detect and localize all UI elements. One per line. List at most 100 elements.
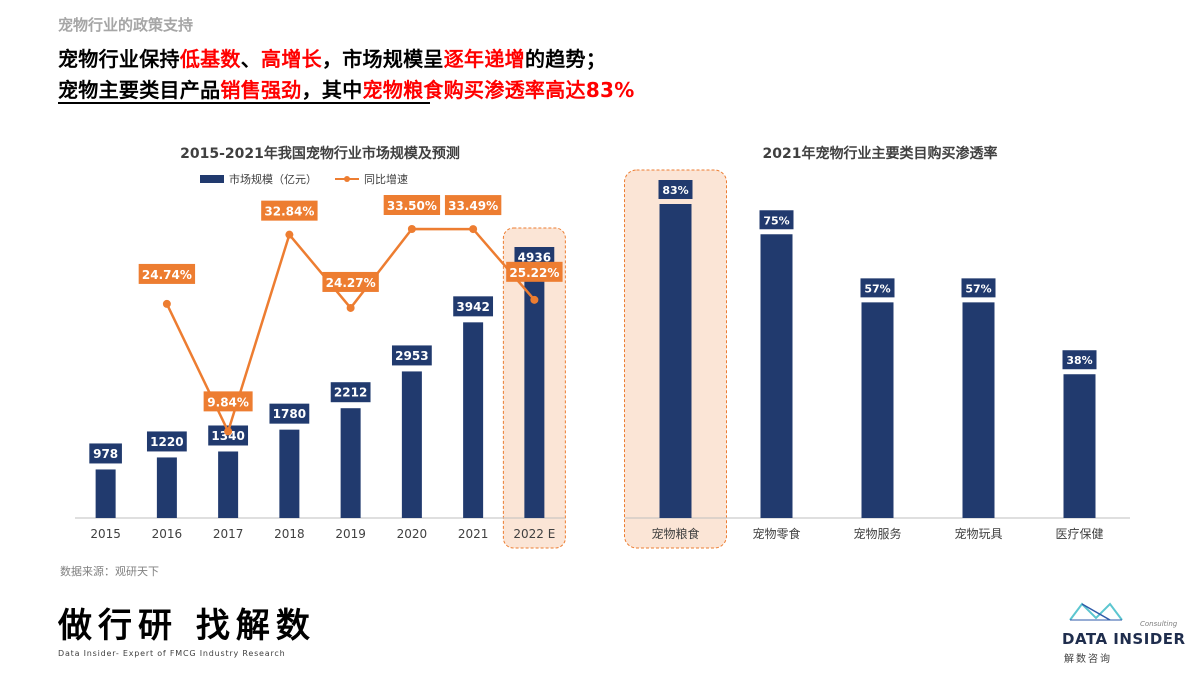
legend-line-label: 同比增速 [364, 173, 408, 186]
line-label-box [506, 261, 563, 282]
x-tick-label: 2018 [274, 527, 305, 541]
growth-point [224, 427, 233, 436]
bar [1063, 374, 1096, 518]
bar-value-label: 1340 [211, 429, 244, 443]
section-kicker: 宠物行业的政策支持 [58, 16, 194, 34]
bar-label-box [453, 296, 494, 317]
x-tick-label: 2017 [213, 527, 244, 541]
bar-label-box [146, 431, 187, 452]
x-tick-label: 宠物零食 [752, 526, 800, 541]
line-label-box [322, 271, 379, 292]
legend-bar-swatch [200, 175, 224, 183]
bar-value-label: 83% [662, 184, 688, 197]
logo-wordmark: DATA INSIDER [1062, 630, 1186, 648]
legend-bar-label: 市场规模（亿元） [229, 173, 317, 186]
bar [861, 302, 894, 518]
growth-point [530, 295, 539, 304]
logo-consulting-label: Consulting [1140, 620, 1178, 628]
bar-value-label: 75% [763, 214, 789, 227]
bar [279, 429, 300, 518]
bar [156, 457, 177, 518]
bar-label-box [208, 425, 249, 446]
bar [760, 234, 793, 518]
x-tick-label: 2021 [458, 527, 489, 541]
x-tick-label: 宠物粮食 [651, 526, 699, 541]
bar [401, 371, 422, 518]
bar-label-box [658, 180, 693, 199]
bar [218, 451, 239, 518]
line-value-label: 24.74% [142, 268, 192, 282]
headline-2-run: 宠物粮食购买渗透率高达83% [362, 78, 635, 102]
bar-value-label: 2212 [334, 386, 367, 400]
x-tick-label: 2022 E [513, 527, 555, 541]
bar-value-label: 38% [1066, 354, 1092, 367]
x-tick-label: 2015 [90, 527, 121, 541]
bar [340, 408, 361, 518]
bar-label-box [860, 278, 895, 298]
line-label-box [383, 195, 441, 215]
headline-line-1: 宠物行业保持低基数、高增长，市场规模呈逐年递增的趋势； [58, 43, 606, 72]
headline-2-run: 宠物主要类目产品 [58, 78, 221, 102]
bar [463, 322, 484, 518]
bar-value-label: 1780 [273, 407, 306, 421]
brand-slogan: 做行研 找解数 [58, 606, 316, 646]
left-chart-legend: 市场规模（亿元） 同比增速 [200, 171, 408, 187]
bar-label-box [759, 210, 794, 230]
bar [962, 302, 995, 518]
growth-point [469, 225, 478, 234]
right-chart: 83% 宠物粮食 75% 宠物零食 57% 宠物服务 57% 宠物玩具 38% 医疗保健 [624, 169, 1130, 549]
growth-point [407, 225, 416, 233]
line-value-label: 24.27% [326, 276, 376, 290]
brand-tagline: Data Insider- Expert of FMCG Industry Re… [58, 649, 286, 658]
bar [659, 204, 692, 518]
bar-value-label: 3942 [456, 300, 489, 314]
x-tick-label: 宠物服务 [853, 526, 901, 541]
headline-line-2: 宠物主要类目产品销售强劲，其中宠物粮食购买渗透率高达83% [58, 74, 635, 103]
x-tick-label: 医疗保健 [1055, 527, 1103, 541]
line-label-box [203, 391, 253, 412]
headline-1-run: 高增长 [261, 47, 322, 71]
line-value-label: 9.84% [207, 395, 249, 409]
bar-value-label: 57% [965, 282, 991, 295]
line-value-label: 25.22% [509, 266, 559, 280]
x-tick-label: 2019 [335, 527, 366, 541]
headline-1-run: 低基数 [179, 47, 241, 71]
x-tick-label: 2020 [397, 527, 428, 541]
left-chart-title: 2015-2021年我国宠物行业市场规模及预测 [180, 146, 460, 162]
line-label-box [138, 263, 196, 284]
line-label-box [261, 200, 318, 221]
bar-label-box [89, 443, 122, 464]
headline-1-run: 、 [240, 47, 262, 71]
headline-1-run: 宠物行业保持 [58, 47, 180, 71]
bar-value-label: 978 [93, 447, 118, 461]
growth-point [346, 303, 355, 312]
headline-1-run: 逐年递增 [443, 47, 525, 71]
data-source: 数据来源：观研天下 [60, 565, 159, 578]
headline-1-run: 的趋势； [524, 47, 607, 71]
headline-2-run: 销售强劲 [220, 78, 302, 102]
line-value-label: 33.50% [387, 199, 437, 213]
line-label-box [444, 195, 502, 216]
growth-point [285, 230, 294, 239]
bar-value-label: 57% [864, 282, 890, 295]
x-tick-label: 宠物玩具 [954, 526, 1002, 541]
headline-2-run: ，其中 [301, 78, 363, 102]
line-value-label: 33.49% [448, 199, 498, 213]
x-tick-label: 2016 [152, 527, 183, 541]
bar-value-label: 2953 [395, 349, 428, 363]
headline-underline [58, 102, 430, 104]
bar-label-box [391, 345, 432, 366]
bar-label-box [269, 403, 310, 424]
bar-label-box [330, 382, 371, 403]
bar-label-box [1062, 350, 1097, 370]
data-insider-logo-icon [1069, 602, 1123, 621]
growth-point [162, 299, 171, 308]
bar [524, 273, 545, 518]
left-chart: 978 2015 1220 2016 1340 2017 1780 2018 2212 2019 2… [75, 195, 566, 549]
headline-1-run: ，市场规模呈 [321, 47, 444, 71]
logo-subtitle: 解数咨询 [1064, 654, 1112, 665]
right-chart-title: 2021年宠物行业主要类目购买渗透率 [762, 146, 998, 162]
line-value-label: 32.84% [264, 205, 314, 219]
bar-label-box [961, 278, 996, 298]
bar-value-label: 1220 [150, 435, 183, 449]
